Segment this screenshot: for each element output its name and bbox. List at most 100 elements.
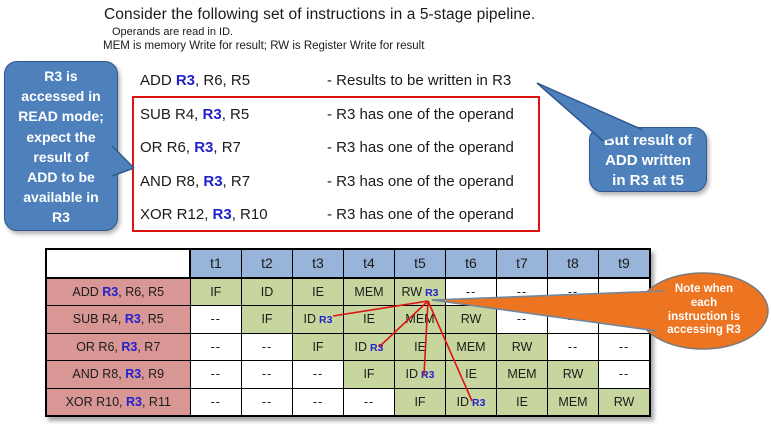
stage-cell: MEM [445, 332, 497, 361]
stage-cell: MEM [496, 360, 548, 389]
header-t1: t1 [189, 248, 242, 279]
empty-cell: -- [496, 305, 548, 334]
stage-cell: IE [292, 277, 344, 306]
instruction-row-sub: SUB R4, R3, R5 - R3 has one of the opera… [0, 106, 771, 126]
callout-add-written-t5: But result of ADD written in R3 at t5 [589, 127, 707, 192]
instruction-code: OR R6, R3, R7 [140, 139, 241, 156]
instruction-row-and: AND R8, R3, R7 - R3 has one of the opera… [0, 173, 771, 193]
empty-cell: -- [189, 387, 242, 417]
instruction-comment: - R3 has one of the operand [327, 206, 514, 223]
callout-line: accessed in [21, 88, 101, 105]
table-row-add: ADD R3, R6, R5 IF ID IE MEM RW R3 -- -- -… [45, 277, 651, 306]
header-t2: t2 [241, 248, 293, 279]
empty-cell: -- [598, 305, 651, 334]
slide-title: Consider the following set of instructio… [104, 6, 536, 23]
stage-cell: MEM [547, 387, 599, 417]
stage-cell: IF [343, 360, 395, 389]
instruction-row-or: OR R6, R3, R7 - R3 has one of the operan… [0, 139, 771, 159]
stage-cell: IF [241, 305, 293, 334]
header-t9: t9 [598, 248, 651, 279]
callout-line: R3 is [44, 68, 78, 84]
empty-cell: -- [292, 387, 344, 417]
row-label: OR R6, R3, R7 [45, 332, 191, 361]
empty-cell: -- [189, 305, 242, 334]
stage-cell: IE [445, 360, 497, 389]
instruction-code: SUB R4, R3, R5 [140, 106, 250, 123]
callout-read-mode: R3 is accessed in READ mode; expect the … [4, 61, 118, 231]
row-label: AND R8, R3, R9 [45, 360, 191, 389]
stage-cell-id-r3: ID R3 [292, 305, 344, 334]
row-label: SUB R4, R3, R5 [45, 305, 191, 334]
instruction-code: AND R8, R3, R7 [140, 173, 251, 190]
stage-cell-id-r3: ID R3 [343, 332, 395, 361]
stage-cell: RW [598, 387, 651, 417]
stage-cell: MEM [343, 277, 395, 306]
empty-cell: -- [189, 332, 242, 361]
callout-line: ADD written [605, 152, 691, 169]
callout-line: R3 [52, 209, 70, 226]
instruction-row-xor: XOR R12, R3, R10 - R3 has one of the ope… [0, 206, 771, 226]
empty-cell: -- [241, 360, 293, 389]
stage-cell: RW [445, 305, 497, 334]
stage-cell: IF [189, 277, 242, 306]
subtitle-operands: Operands are read in ID. [112, 26, 234, 38]
empty-cell: -- [598, 360, 651, 389]
note-callout-text: Note when each instruction is accessing … [644, 283, 764, 338]
empty-cell: -- [496, 277, 548, 306]
instruction-row-add: ADD R3, R6, R5 - Results to be written i… [0, 72, 771, 92]
empty-cell: -- [598, 277, 651, 306]
stage-cell: RW [496, 332, 548, 361]
stage-cell-id-r3: ID R3 [394, 360, 446, 389]
stage-cell: ID [241, 277, 293, 306]
empty-cell: -- [547, 277, 599, 306]
empty-cell: -- [445, 277, 497, 306]
note-line: each [690, 296, 718, 309]
instruction-code: ADD R3, R6, R5 [140, 72, 251, 89]
callout-line: in R3 at t5 [612, 172, 684, 189]
table-row-xor: XOR R10, R3, R11 -- -- -- -- IF ID R3 IE … [45, 387, 651, 417]
table-row-sub: SUB R4, R3, R5 -- IF ID R3 IE MEM RW -- -… [45, 305, 651, 334]
empty-cell: -- [598, 332, 651, 361]
corner-cell [45, 248, 191, 279]
empty-cell: -- [189, 360, 242, 389]
pipeline-stage-table: t1 t2 t3 t4 t5 t6 t7 t8 t9 ADD R3, R6, R… [45, 248, 651, 417]
instruction-code: XOR R12, R3, R10 [140, 206, 268, 223]
table-row-or: OR R6, R3, R7 -- -- IF ID R3 IE MEM RW --… [45, 332, 651, 361]
instruction-comment: - R3 has one of the operand [327, 106, 514, 123]
callout-line: result of [33, 148, 89, 165]
stage-cell: RW [547, 360, 599, 389]
header-t7: t7 [496, 248, 548, 279]
stage-cell-rw-r3: RW R3 [394, 277, 446, 306]
note-line: Note when [674, 283, 734, 295]
stage-cell: MEM [394, 305, 446, 334]
header-t4: t4 [343, 248, 395, 279]
header-t8: t8 [547, 248, 599, 279]
empty-cell: -- [547, 305, 599, 334]
stage-cell-id-r3: ID R3 [445, 387, 497, 417]
table-header-row: t1 t2 t3 t4 t5 t6 t7 t8 t9 [45, 248, 651, 279]
header-t3: t3 [292, 248, 344, 279]
header-t5: t5 [394, 248, 446, 279]
empty-cell: -- [343, 387, 395, 417]
stage-cell: IF [394, 387, 446, 417]
stage-cell: IF [292, 332, 344, 361]
callout-line: available in [23, 189, 99, 206]
callout-line: READ mode; [18, 108, 104, 125]
row-label: ADD R3, R6, R5 [45, 277, 191, 306]
subtitle-mem-rw: MEM is memory Write for result; RW is Re… [103, 40, 425, 52]
empty-cell: -- [547, 332, 599, 361]
stage-cell: IE [394, 332, 446, 361]
header-t6: t6 [445, 248, 497, 279]
empty-cell: -- [241, 332, 293, 361]
instruction-comment: - R3 has one of the operand [327, 139, 514, 156]
callout-line: ADD to be [27, 169, 95, 186]
stage-cell: IE [496, 387, 548, 417]
row-label: XOR R10, R3, R11 [45, 387, 191, 417]
empty-cell: -- [292, 360, 344, 389]
callout-line: expect the [26, 128, 96, 145]
instruction-comment: - R3 has one of the operand [327, 173, 514, 190]
empty-cell: -- [241, 387, 293, 417]
callout-line: But result of [603, 132, 693, 149]
instruction-comment: - Results to be written in R3 [327, 72, 512, 89]
